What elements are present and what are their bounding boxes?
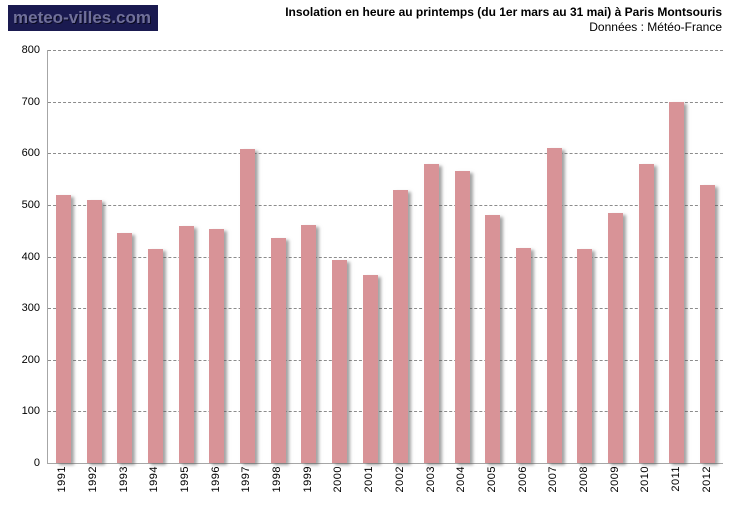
bar-2002 [393, 190, 409, 463]
x-axis-label-slot: 2010 [630, 466, 661, 504]
chart-header: Insolation en heure au printemps (du 1er… [285, 5, 722, 35]
x-axis-label-slot: 2003 [415, 466, 446, 504]
bar-2007 [546, 148, 562, 463]
bar-2005 [485, 215, 501, 463]
x-axis-label-2001: 2001 [363, 466, 376, 493]
chart-title: Insolation en heure au printemps (du 1er… [285, 5, 722, 19]
x-axis-label-slot: 2002 [385, 466, 416, 504]
bar-1996 [209, 229, 225, 463]
bar-2001 [362, 274, 378, 463]
x-axis-label-slot: 2009 [599, 466, 630, 504]
site-logo: meteo-villes.com [8, 5, 158, 31]
bar-1992 [86, 199, 102, 463]
bar-2012 [700, 185, 716, 463]
bar-1997 [239, 149, 255, 463]
y-axis-tick-label-200: 200 [21, 353, 40, 366]
chart-subtitle: Données : Météo-France [589, 20, 722, 34]
y-axis-tick-label-700: 700 [21, 95, 40, 108]
y-axis-tick-label-400: 400 [21, 250, 40, 263]
x-axis-label-slot: 1994 [139, 466, 170, 504]
y-axis-tick-label-100: 100 [21, 405, 40, 418]
plot-area [47, 50, 723, 464]
y-axis-tick-label-600: 600 [21, 147, 40, 160]
x-axis-label-1991: 1991 [56, 466, 69, 493]
bar-2008 [577, 249, 593, 463]
x-axis-label-1994: 1994 [148, 466, 161, 493]
x-axis-label-2006: 2006 [516, 466, 529, 493]
bar-1999 [301, 225, 317, 463]
x-axis-label-slot: 2006 [507, 466, 538, 504]
x-axis-label-slot: 2008 [569, 466, 600, 504]
x-axis-label-2009: 2009 [608, 466, 621, 493]
bar-1994 [147, 248, 163, 463]
gridline-100 [48, 411, 723, 413]
bar-2011 [669, 101, 685, 463]
bar-2004 [454, 170, 470, 463]
bar-2003 [424, 164, 440, 463]
x-axis-label-2010: 2010 [639, 466, 652, 493]
y-axis-tick-label-0: 0 [33, 457, 40, 469]
x-axis-label-1998: 1998 [271, 466, 284, 493]
gridline-200 [48, 359, 723, 361]
x-axis-label-slot: 1993 [108, 466, 139, 504]
x-axis-label-slot: 2001 [354, 466, 385, 504]
x-axis-label-2004: 2004 [455, 466, 468, 493]
x-axis-label-2012: 2012 [700, 466, 713, 493]
x-axis-label-1993: 1993 [117, 466, 130, 493]
x-axis-label-slot: 1991 [47, 466, 78, 504]
bar-1998 [270, 237, 286, 463]
gridline-300 [48, 308, 723, 310]
bar-2006 [516, 248, 532, 463]
gridline-600 [48, 153, 723, 155]
x-axis-label-slot: 2007 [538, 466, 569, 504]
gridline-700 [48, 101, 723, 103]
x-axis-label-slot: 2004 [446, 466, 477, 504]
x-axis-label-slot: 1996 [200, 466, 231, 504]
x-axis-label-2011: 2011 [669, 466, 682, 492]
x-axis-label-slot: 1992 [78, 466, 109, 504]
x-axis: 1991 1992 1993 1994 1995 1996 1997 1998 1999 2000… [47, 466, 722, 504]
x-axis-label-slot: 2000 [323, 466, 354, 504]
x-axis-label-slot: 1999 [292, 466, 323, 504]
bar-1991 [55, 194, 71, 463]
bar-1993 [117, 233, 133, 463]
gridline-400 [48, 256, 723, 258]
x-axis-label-2005: 2005 [485, 466, 498, 493]
x-axis-label-1997: 1997 [240, 466, 253, 493]
x-axis-label-slot: 1998 [262, 466, 293, 504]
bar-1995 [178, 225, 194, 463]
x-axis-label-1999: 1999 [301, 466, 314, 493]
bar-2010 [638, 164, 654, 463]
x-axis-label-2008: 2008 [577, 466, 590, 493]
x-axis-label-2003: 2003 [424, 466, 437, 493]
y-axis-tick-label-300: 300 [21, 302, 40, 315]
x-axis-label-slot: 2012 [691, 466, 722, 504]
x-axis-label-slot: 2005 [477, 466, 508, 504]
x-axis-label-slot: 1997 [231, 466, 262, 504]
x-axis-label-2002: 2002 [393, 466, 406, 493]
y-axis-tick-label-800: 800 [21, 44, 40, 56]
x-axis-label-slot: 2011 [661, 466, 692, 504]
bar-2000 [331, 259, 347, 463]
gridline-800 [48, 50, 723, 51]
x-axis-label-1992: 1992 [87, 466, 99, 493]
x-axis-label-slot: 1995 [170, 466, 201, 504]
x-axis-label-2000: 2000 [332, 466, 345, 493]
bar-2009 [608, 212, 624, 463]
x-axis-label-1996: 1996 [209, 466, 222, 493]
x-axis-label-2007: 2007 [547, 466, 560, 493]
gridline-500 [48, 204, 723, 206]
x-axis-label-1995: 1995 [179, 466, 192, 493]
y-axis-tick-label-500: 500 [21, 198, 40, 211]
